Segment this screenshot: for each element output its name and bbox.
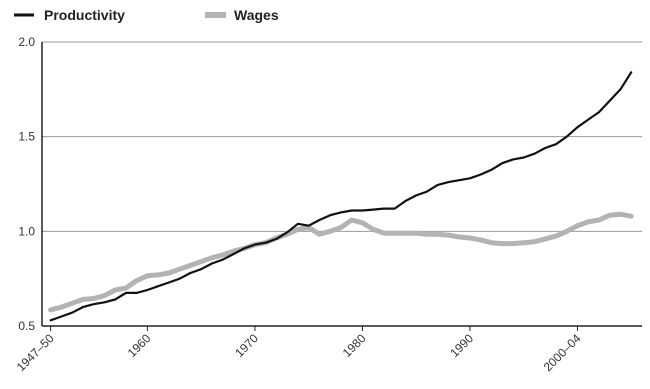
x-tick-label: 1970 bbox=[232, 331, 261, 360]
y-tick-label: 1.0 bbox=[18, 224, 35, 238]
axes bbox=[41, 42, 642, 327]
x-axis-tick-labels: 1947–50 1960 1970 1980 1990 2000–04 bbox=[14, 326, 584, 374]
legend-label-wages: Wages bbox=[234, 7, 279, 23]
legend-label-productivity: Productivity bbox=[44, 7, 125, 23]
y-tick-label: 2.0 bbox=[18, 35, 35, 49]
x-tick-label: 1990 bbox=[447, 331, 476, 360]
x-tick-label: 1960 bbox=[125, 331, 154, 360]
grid-lines bbox=[42, 41, 642, 232]
x-tick-label: 1947–50 bbox=[14, 331, 57, 374]
x-tick-label: 1980 bbox=[340, 331, 369, 360]
series-lines bbox=[48, 71, 634, 322]
series-line-productivity bbox=[49, 71, 633, 322]
y-tick-label: 1.5 bbox=[18, 130, 35, 144]
series-line-wages bbox=[48, 211, 634, 313]
y-axis-tick-labels: 0.5 1.0 1.5 2.0 bbox=[18, 35, 35, 333]
x-tick-label: 2000–04 bbox=[541, 331, 584, 374]
legend: Productivity Wages bbox=[14, 7, 279, 23]
y-tick-label: 0.5 bbox=[18, 319, 35, 333]
